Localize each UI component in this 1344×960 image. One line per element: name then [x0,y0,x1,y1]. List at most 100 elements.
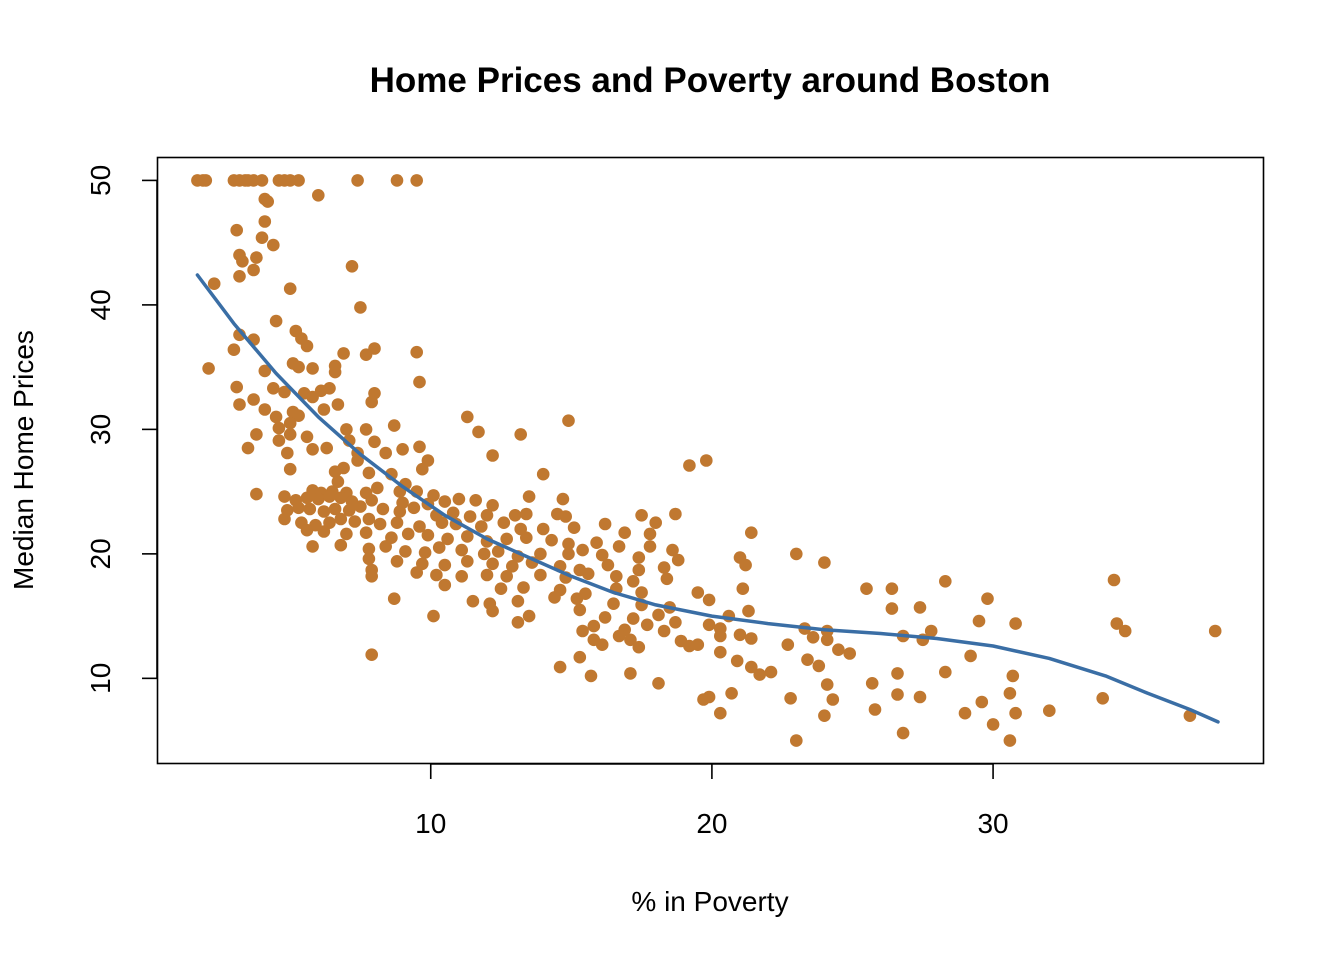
data-point [657,624,671,638]
data-point [691,586,705,599]
data-point [865,677,879,690]
data-point [514,428,527,441]
data-point [230,223,243,237]
data-point [387,592,401,605]
data-point [362,466,376,480]
data-point [806,631,820,644]
data-point [868,703,882,716]
data-point [1118,624,1132,638]
data-point [730,654,744,668]
data-point [413,520,426,533]
data-point [486,557,499,571]
data-point [379,446,393,460]
data-point [446,506,460,520]
data-point [281,446,294,460]
data-point [1096,692,1109,705]
data-point [477,547,491,561]
data-point [553,660,567,674]
data-point [300,339,314,353]
data-point [885,602,899,615]
data-point [548,591,561,604]
data-point [497,516,511,529]
data-point [463,510,477,523]
data-point [562,547,575,561]
data-point [635,586,648,599]
data-point [626,575,640,588]
data-point [413,375,426,389]
data-point [455,570,469,583]
data-point [742,604,755,618]
data-point [390,516,404,529]
y-axis: 10 20 30 40 50 [85,165,158,694]
data-point [511,616,525,629]
data-point [781,638,795,651]
data-point [939,575,952,588]
data-point [241,441,255,455]
data-point [334,491,348,505]
data-point [432,541,446,554]
data-point [500,570,513,583]
data-point [745,632,758,645]
data-point [233,398,246,411]
data-point [317,505,331,518]
data-point [292,174,305,187]
x-axis-label: % in Poverty [631,886,788,917]
data-point [455,543,469,557]
data-point [632,551,646,564]
data-point [508,509,522,522]
data-point [1009,617,1022,630]
data-point [632,563,646,577]
data-point [337,347,350,360]
data-point [269,314,283,328]
data-point [387,419,401,432]
data-point [595,638,609,651]
data-point [421,528,435,542]
y-axis-label: Median Home Prices [8,330,39,590]
x-axis: 10 20 30 [415,763,1009,839]
data-point [486,499,499,512]
data-point [683,459,696,472]
data-point [480,509,494,522]
data-point [269,410,283,424]
data-point [373,517,387,531]
data-point [272,421,286,435]
data-point [562,537,575,551]
data-point [714,629,727,643]
data-point [236,254,249,268]
data-point [671,553,685,567]
data-point [556,492,570,506]
data-point [365,494,379,507]
y-tick-label: 20 [85,538,116,569]
data-point [714,706,727,720]
data-point [401,527,415,541]
data-point [292,360,305,374]
data-point [466,594,480,608]
data-point [230,380,243,394]
data-point [469,494,483,507]
data-point [500,532,513,546]
data-point [576,624,589,638]
data-point [669,507,682,521]
data-point [362,542,376,556]
y-tick-label: 10 [85,663,116,694]
data-point [396,443,409,456]
data-point [691,638,705,651]
data-point [643,527,657,541]
data-point [666,543,679,557]
data-point [427,609,440,623]
data-point [924,624,938,638]
data-point [258,215,272,228]
data-point [359,423,373,436]
data-point [986,718,1000,731]
data-point [820,633,834,647]
data-point [362,552,376,566]
data-point [376,502,390,516]
data-point [255,231,269,244]
data-point [250,487,263,501]
data-point [486,449,499,462]
data-point [283,416,297,430]
data-point [278,512,291,526]
data-point [317,403,331,416]
data-point [247,393,260,406]
